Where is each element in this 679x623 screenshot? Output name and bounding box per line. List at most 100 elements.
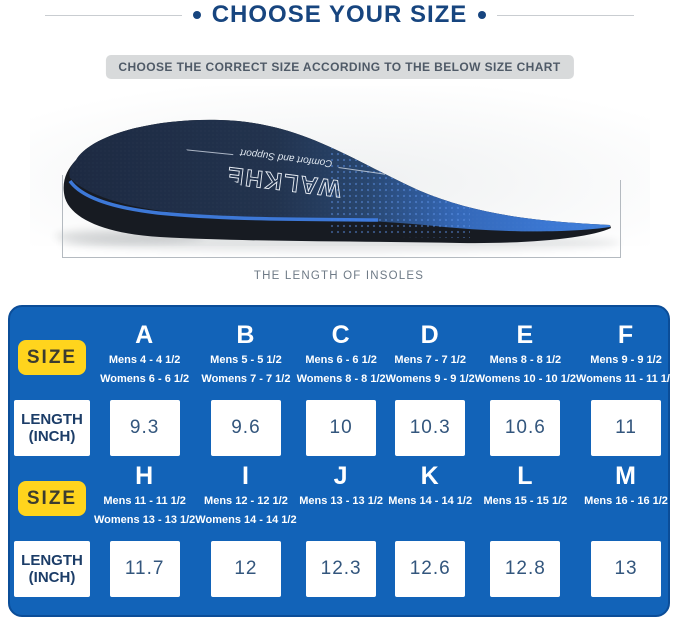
size-cell-e: E Mens 8 - 8 1/2 Womens 10 - 10 1/2 (475, 315, 576, 399)
length-label-line1: LENGTH (21, 410, 83, 428)
size-letter: B (236, 321, 256, 349)
length-label-line2: (INCH) (28, 427, 76, 445)
size-cell-i: I Mens 12 - 12 1/2 Womens 14 - 14 1/2 (195, 456, 296, 540)
title-rule-left (45, 14, 182, 16)
mens-range: Mens 15 - 15 1/2 (483, 495, 568, 507)
size-cell-l: L Mens 15 - 15 1/2 (475, 456, 576, 540)
size-cell-k: K Mens 14 - 14 1/2 (386, 456, 475, 540)
mens-range: Mens 7 - 7 1/2 (394, 354, 466, 366)
womens-range: Womens 7 - 7 1/2 (201, 373, 291, 385)
length-cell-f: 11 (576, 399, 676, 456)
length-header-box: LENGTH (INCH) (14, 399, 90, 456)
mens-range: Mens 4 - 4 1/2 (108, 354, 181, 366)
length-cell-h: 11.7 (94, 540, 195, 597)
length-cell-c: 10 (297, 399, 386, 456)
size-letter: E (516, 321, 535, 349)
size-letter: L (517, 462, 534, 490)
mens-range: Mens 5 - 5 1/2 (210, 354, 282, 366)
insole-figure: Comfort and Support WALKHE THE LENGTH OF… (0, 86, 679, 300)
length-cell-l: 12.8 (475, 540, 576, 597)
length-cell-m: 13 (576, 540, 676, 597)
title-bullet-left-icon (192, 11, 201, 19)
title-bullet-right-icon (478, 11, 487, 19)
length-cell-e: 10.6 (475, 399, 576, 456)
length-cell-i: 12 (195, 540, 296, 597)
size-cell-c: C Mens 6 - 6 1/2 Womens 8 - 8 1/2 (297, 315, 386, 399)
size-letter: H (135, 462, 155, 490)
size-letter: A (135, 321, 155, 349)
header: CHOOSE YOUR SIZE (45, 0, 635, 30)
size-letter: J (333, 462, 349, 490)
length-cell-b: 9.6 (195, 399, 296, 456)
size-letter: K (420, 462, 440, 490)
size-chart-table: SIZE A Mens 4 - 4 1/2 Womens 6 - 6 1/2 B… (8, 305, 679, 617)
size-cell-f: F Mens 9 - 9 1/2 Womens 11 - 11 1/2 (576, 315, 676, 399)
length-value: 12.3 (306, 540, 377, 597)
halftone-transition (330, 141, 470, 238)
length-cell-d: 10.3 (386, 399, 475, 456)
heel-piping (68, 179, 379, 222)
size-letter: C (331, 321, 351, 349)
length-cell-k: 12.6 (386, 540, 475, 597)
mens-range: Mens 13 - 13 1/2 (299, 495, 384, 507)
length-value: 12 (210, 540, 281, 597)
size-letter: I (241, 462, 250, 490)
length-header-box: LENGTH (INCH) (14, 540, 90, 597)
length-value: 10.3 (395, 399, 466, 456)
womens-range: Womens 12 - 12 1/2 (676, 372, 679, 387)
size-header-cell: SIZE (10, 315, 94, 399)
size-letter: F (617, 321, 635, 349)
womens-range: Womens 11 - 11 1/2 (576, 373, 677, 385)
length-value: 11.7 (109, 540, 180, 597)
tagline-rule-left (338, 167, 386, 175)
size-cell-d: D Mens 7 - 7 1/2 Womens 9 - 9 1/2 (386, 315, 475, 399)
length-value: 12.8 (490, 540, 561, 597)
size-cell-a: A Mens 4 - 4 1/2 Womens 6 - 6 1/2 (94, 315, 195, 399)
title-rule-right (497, 14, 635, 16)
womens-range: Womens 14 - 14 1/2 (195, 514, 297, 526)
mens-range: Mens 14 - 14 1/2 (388, 495, 473, 507)
size-letter: M (615, 462, 637, 490)
size-letter: D (420, 321, 440, 349)
tagline-rule-right (186, 149, 234, 156)
subtitle-banner: CHOOSE THE CORRECT SIZE ACCORDING TO THE… (105, 55, 574, 79)
length-value: 13 (591, 540, 662, 597)
womens-range: Womens 10 - 10 1/2 (474, 373, 577, 385)
length-header-cell: LENGTH (INCH) (10, 540, 94, 597)
page-title: CHOOSE YOUR SIZE (211, 1, 468, 28)
figure-caption: THE LENGTH OF INSOLES (254, 270, 424, 282)
mens-range: Mens 6 - 6 1/2 (305, 354, 377, 366)
size-header-cell: SIZE (10, 456, 94, 540)
length-label-line2: (INCH) (28, 568, 76, 586)
length-value: 11 (591, 399, 662, 456)
womens-range: Womens 13 - 13 1/2 (94, 514, 196, 526)
insole-photo: Comfort and Support WALKHE THE LENGTH OF… (30, 86, 650, 282)
length-header-cell: LENGTH (INCH) (10, 399, 94, 456)
womens-range: Womens 6 - 6 1/2 (100, 373, 190, 385)
size-cell-j: J Mens 13 - 13 1/2 (297, 456, 386, 540)
mens-range: Mens 16 - 16 1/2 (584, 495, 668, 507)
length-label-line1: LENGTH (21, 551, 83, 569)
length-cell-a: 9.3 (94, 399, 195, 456)
length-value: 9.3 (109, 399, 180, 456)
length-cell-j: 12.3 (297, 540, 386, 597)
mens-range: Mens 9 - 9 1/2 (590, 354, 662, 366)
mens-range: Mens 11 - 11 1/2 (103, 495, 186, 507)
size-badge: SIZE (17, 339, 87, 375)
mens-range: Mens 8 - 8 1/2 (489, 354, 562, 366)
womens-range: Womens 8 - 8 1/2 (296, 373, 386, 385)
size-cell-b: B Mens 5 - 5 1/2 Womens 7 - 7 1/2 (195, 315, 296, 399)
womens-range: Womens 9 - 9 1/2 (385, 373, 475, 385)
length-value: 12.6 (395, 540, 466, 597)
size-cell-g: G Mens 10 - 10 1/2 Womens 12 - 12 1/2 (676, 315, 679, 399)
length-value: 10.6 (490, 399, 561, 456)
size-cell-m: M Mens 16 - 16 1/2 (576, 456, 676, 540)
size-badge: SIZE (17, 480, 87, 516)
length-value: 9.6 (210, 399, 281, 456)
length-value: 10 (306, 399, 377, 456)
insole-illustration: Comfort and Support WALKHE (63, 119, 612, 244)
size-cell-h: H Mens 11 - 11 1/2 Womens 13 - 13 1/2 (94, 456, 195, 540)
length-measurement-bracket (62, 175, 621, 258)
mens-range: Mens 12 - 12 1/2 (204, 495, 288, 507)
